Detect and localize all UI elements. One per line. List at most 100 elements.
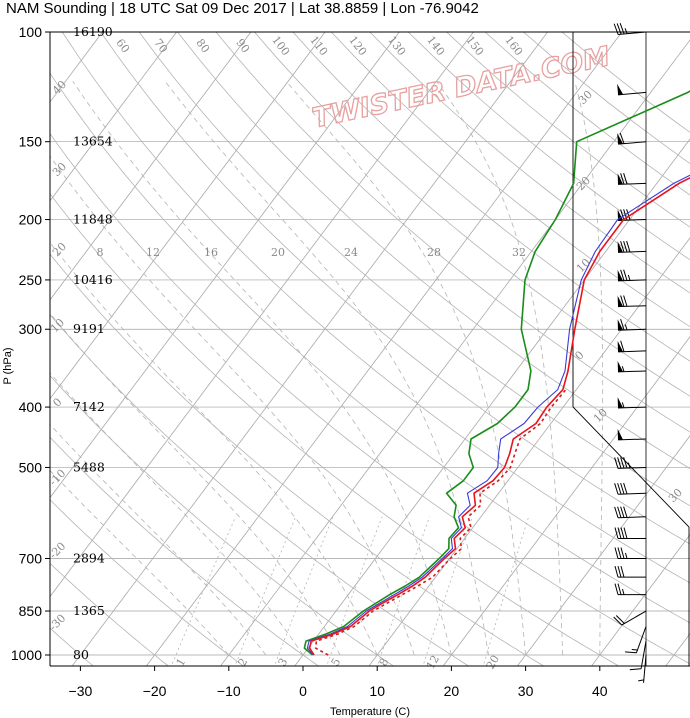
wind-barb-feather xyxy=(614,483,619,495)
wind-barb-feather xyxy=(619,132,625,144)
wind-barb-feather xyxy=(625,651,637,654)
mixing-ratio-bottom-label: 3 xyxy=(276,656,291,669)
moist-adiabat-line xyxy=(50,242,378,656)
wind-barb-feather xyxy=(617,457,622,469)
y-tick-label: 700 xyxy=(19,550,43,566)
moist-adiabat-line xyxy=(50,312,341,656)
dry-adiabat-line xyxy=(254,32,690,397)
x-tick-label: 20 xyxy=(444,683,460,699)
wind-barb xyxy=(625,626,647,654)
wind-barb-flag xyxy=(617,269,624,281)
wind-panel-border xyxy=(572,32,690,666)
wind-barb xyxy=(617,295,647,308)
wind-barb xyxy=(617,269,647,282)
wind-barb-feather xyxy=(614,506,619,518)
wind-barb-flag xyxy=(617,340,624,352)
series-dewpoint-line xyxy=(303,90,690,656)
dry-adiabat-label: 10 xyxy=(591,406,610,425)
isotherm-label: 110 xyxy=(307,34,330,59)
wind-barb-feather xyxy=(623,482,628,495)
wind-barb-flag xyxy=(617,295,624,307)
isotherm-label: 80 xyxy=(193,36,212,55)
isotherm-line xyxy=(50,32,474,598)
moist-adiabat-line xyxy=(285,81,526,656)
moist-adiabat-line xyxy=(50,372,304,656)
wind-barb-flag xyxy=(617,133,624,145)
wind-barb-feather xyxy=(614,457,619,469)
wind-barb-half-feather xyxy=(638,679,644,682)
height-label: 11848 xyxy=(73,212,113,227)
dry-adiabat-line xyxy=(50,562,169,666)
wind-barb-feather xyxy=(617,547,622,559)
height-label: 13654 xyxy=(73,134,113,149)
wind-barb-feather xyxy=(623,295,628,307)
wind-barb-staff xyxy=(617,466,647,469)
wind-barb xyxy=(617,360,647,373)
dry-adiabat-label: 0 xyxy=(50,395,64,409)
wind-barb-flag xyxy=(617,173,624,185)
isotherm-label: 130 xyxy=(385,34,408,59)
y-tick-label: 500 xyxy=(19,459,43,475)
wind-barb-feather xyxy=(620,209,625,221)
mixing-ratio-bottom-label: 5 xyxy=(329,656,344,669)
wind-barb-feather xyxy=(626,240,631,253)
wind-barb-feather xyxy=(614,547,619,559)
mixing-ratio-bottom-label: 1 xyxy=(174,656,189,669)
mixing-ratio-line xyxy=(326,516,383,666)
wind-barb-staff xyxy=(621,610,647,626)
mixing-ratio-line xyxy=(170,516,236,666)
moist-adiabat-line xyxy=(50,469,230,656)
wind-barb xyxy=(613,610,647,626)
mixing-ratio-line xyxy=(482,516,530,666)
chart-title: NAM Sounding | 18 UTC Sat 09 Dec 2017 | … xyxy=(6,0,479,17)
isotherm-label: 100 xyxy=(269,34,292,59)
y-tick-label: 250 xyxy=(19,272,43,288)
x-tick-label: 0 xyxy=(299,683,307,699)
wind-barb-half-feather xyxy=(622,588,625,595)
wind-barb-feather xyxy=(629,668,642,671)
wind-barb-feather xyxy=(614,566,619,578)
dry-adiabat-line xyxy=(177,32,690,470)
wind-barb-feather xyxy=(613,616,623,626)
wind-barb-feather xyxy=(623,527,628,539)
isotherm-label: 140 xyxy=(424,34,447,59)
wind-barb-feather xyxy=(614,583,619,595)
wind-barb-flag xyxy=(617,83,624,95)
wind-barb-staff xyxy=(635,626,647,653)
isotherm-line xyxy=(50,32,252,301)
wind-barb xyxy=(614,583,646,596)
wind-barb xyxy=(614,482,647,495)
moist-adiabat-line xyxy=(574,81,604,655)
wind-barb xyxy=(613,23,647,35)
mixing-ratio-label: 8 xyxy=(97,246,104,259)
wind-barb-half-feather xyxy=(624,324,628,331)
isotherm-line xyxy=(368,237,690,666)
wind-barb xyxy=(617,428,647,441)
moist-adiabat-line xyxy=(50,155,415,656)
series-virtual-temperature-line xyxy=(314,389,567,656)
wind-barb xyxy=(617,397,647,409)
wind-barb-feather xyxy=(620,340,625,352)
isotherm-line xyxy=(665,633,690,666)
dry-adiabat-line xyxy=(50,375,395,666)
isotherm-line xyxy=(591,534,690,666)
isotherm-label: 150 xyxy=(463,34,486,59)
dry-adiabat-label: 0 xyxy=(572,348,586,362)
wind-barb-feather xyxy=(617,483,622,495)
wind-barb xyxy=(638,654,647,683)
wind-barb-half-feather xyxy=(621,366,625,372)
y-tick-label: 300 xyxy=(19,321,43,337)
isotherm-line xyxy=(145,32,623,666)
wind-barb-feather xyxy=(620,173,625,185)
wind-barb-feather xyxy=(617,583,622,595)
isotherm-label: 120 xyxy=(346,34,369,59)
height-label: 80 xyxy=(73,647,89,662)
dry-adiabat-line xyxy=(215,32,690,433)
dry-adiabat-label: 30 xyxy=(576,88,595,107)
isotherm-line xyxy=(71,32,548,666)
dry-adiabat-label: 30 xyxy=(50,160,69,179)
wind-barb-feather xyxy=(623,269,628,281)
wind-barb-staff xyxy=(617,492,647,495)
dry-adiabat-line xyxy=(407,32,690,261)
